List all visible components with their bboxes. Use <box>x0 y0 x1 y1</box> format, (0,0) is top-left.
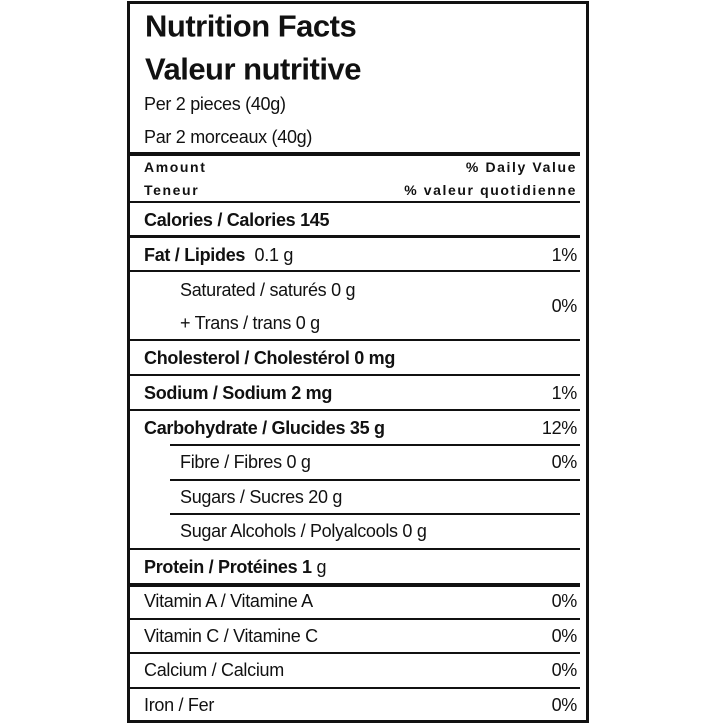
rule <box>130 652 580 654</box>
nutrient-label: Cholesterol / Cholestérol 0 mg <box>144 348 396 368</box>
daily-value: 0% <box>551 660 578 680</box>
rule <box>170 513 580 515</box>
nutrient-label: Carbohydrate / Glucides 35 g <box>144 418 385 438</box>
daily-value: 1% <box>551 383 578 403</box>
rule <box>170 479 580 481</box>
rule <box>130 270 580 272</box>
nutrient: Fat / Lipides 0.1 g <box>144 246 293 264</box>
daily-value: 1% <box>551 245 578 265</box>
serving: Per 2 pieces (40g) <box>144 94 286 114</box>
rule <box>170 444 580 446</box>
rule <box>130 618 580 620</box>
rule <box>130 548 580 550</box>
nutrient-label: Sugar Alcohols / Polyalcools 0 g <box>180 521 427 541</box>
daily-value: 0% <box>551 695 578 715</box>
vitamin-label: Calcium / Calcium <box>144 660 284 680</box>
rule <box>130 201 580 203</box>
column-header: Teneur <box>144 182 200 198</box>
rule <box>130 339 580 341</box>
title: Nutrition Facts <box>145 8 357 44</box>
daily-value: 0% <box>551 626 578 646</box>
rule <box>130 409 580 411</box>
rule <box>130 235 580 238</box>
nutrient-amount: 0.1 g <box>254 245 294 265</box>
subtitle: Valeur nutritive <box>145 51 361 87</box>
rule <box>130 374 580 376</box>
nutrient-label: Fibre / Fibres 0 g <box>180 452 311 472</box>
vitamin-label: Iron / Fer <box>144 695 215 715</box>
rule <box>130 152 580 156</box>
vitamin-label: Vitamin C / Vitamine C <box>144 626 318 646</box>
rule <box>130 583 580 587</box>
nutrient-label: Fat / Lipides <box>144 245 246 265</box>
nutrient-label: Sodium / Sodium 2 mg <box>144 383 333 403</box>
nutrient-amount: g <box>316 557 327 577</box>
daily-value: 0% <box>551 296 578 316</box>
column-header: % Daily Value <box>465 159 577 175</box>
label-border <box>127 1 589 723</box>
vitamin-label: Vitamin A / Vitamine A <box>144 591 313 611</box>
serving: Par 2 morceaux (40g) <box>144 127 313 147</box>
column-header: % valeur quotidienne <box>404 182 577 198</box>
daily-value: 0% <box>551 452 578 472</box>
daily-value: 0% <box>551 591 578 611</box>
daily-value: 12% <box>541 418 577 438</box>
column-header: Amount <box>144 159 207 175</box>
nutrient-label: + Trans / trans 0 g <box>180 313 320 333</box>
nutrient: Protein / Protéines 1 g <box>144 558 326 576</box>
nutrient-label: Sugars / Sucres 20 g <box>180 487 343 507</box>
calories: Calories / Calories 145 <box>144 210 330 230</box>
rule <box>130 687 580 689</box>
nutrient-label: Saturated / saturés 0 g <box>180 280 356 300</box>
nutrient-label: Protein / Protéines 1 <box>144 557 312 577</box>
